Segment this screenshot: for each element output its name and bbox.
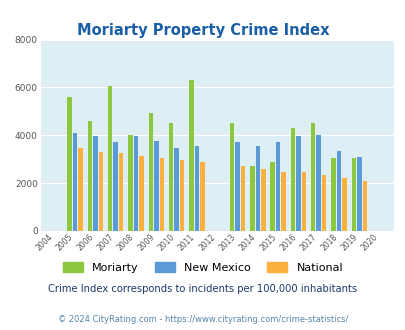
Bar — [73, 133, 77, 231]
Bar — [321, 175, 326, 231]
Bar — [255, 146, 260, 231]
Bar — [275, 143, 279, 231]
Bar — [235, 143, 239, 231]
Bar — [270, 162, 274, 231]
Bar — [229, 123, 234, 231]
Bar — [362, 181, 366, 231]
Bar — [168, 123, 173, 231]
Bar — [134, 137, 138, 231]
Bar — [240, 166, 245, 231]
Bar — [301, 172, 305, 231]
Bar — [310, 123, 315, 231]
Bar — [290, 128, 294, 231]
Bar — [98, 152, 103, 231]
Bar — [330, 158, 335, 231]
Bar — [194, 146, 199, 231]
Bar — [139, 156, 143, 231]
Bar — [336, 151, 341, 231]
Bar — [128, 135, 132, 231]
Bar — [356, 157, 361, 231]
Bar — [159, 158, 164, 231]
Bar — [87, 121, 92, 231]
Bar — [260, 169, 265, 231]
Text: Crime Index corresponds to incidents per 100,000 inhabitants: Crime Index corresponds to incidents per… — [48, 284, 357, 294]
Text: © 2024 CityRating.com - https://www.cityrating.com/crime-statistics/: © 2024 CityRating.com - https://www.city… — [58, 315, 347, 324]
Bar — [189, 80, 193, 231]
Bar — [281, 172, 285, 231]
Bar — [174, 148, 178, 231]
Text: Moriarty Property Crime Index: Moriarty Property Crime Index — [77, 23, 328, 38]
Legend: Moriarty, New Mexico, National: Moriarty, New Mexico, National — [58, 258, 347, 278]
Bar — [351, 158, 355, 231]
Bar — [179, 160, 184, 231]
Bar — [154, 141, 158, 231]
Bar — [341, 178, 346, 231]
Bar — [113, 143, 118, 231]
Bar — [200, 162, 204, 231]
Bar — [296, 137, 300, 231]
Bar — [119, 153, 123, 231]
Bar — [148, 113, 153, 231]
Bar — [108, 86, 112, 231]
Bar — [78, 148, 83, 231]
Bar — [93, 137, 98, 231]
Bar — [67, 97, 72, 231]
Bar — [249, 166, 254, 231]
Bar — [316, 135, 320, 231]
